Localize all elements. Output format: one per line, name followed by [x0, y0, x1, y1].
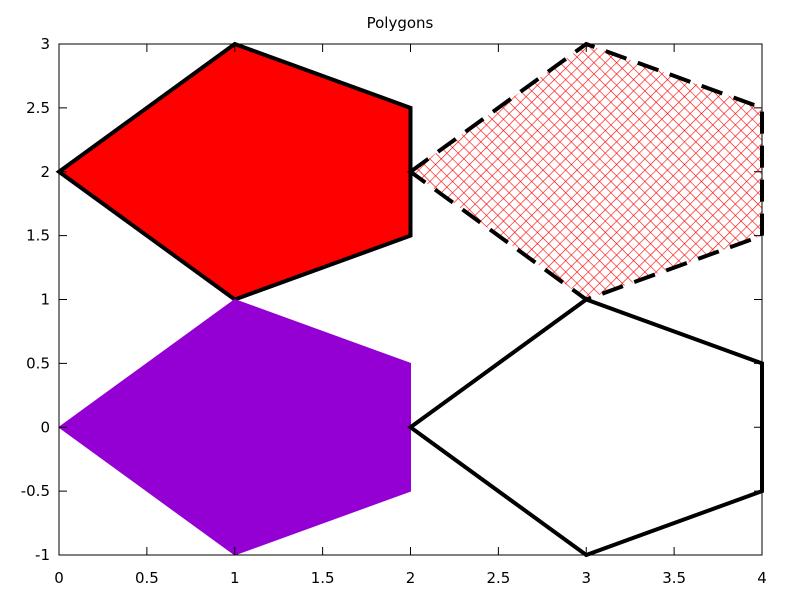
y-tick-label: 1.5 [26, 227, 50, 245]
x-tick-label: 2 [406, 569, 416, 587]
chart-title: Polygons [367, 14, 434, 32]
polygon-red-crosshatch [407, 41, 764, 302]
x-tick-label: 2.5 [486, 569, 510, 587]
x-tick-label: 0.5 [135, 569, 159, 587]
y-tick-label: 2.5 [26, 99, 50, 117]
tick-label-layer: 0 0.5 1 1.5 2 2.5 3 3.5 4 -1 -0.5 0 0.5 1 1.5 2 2.5 3 [21, 35, 767, 587]
x-tick-label: 1 [230, 569, 240, 587]
polygon-red-solid [55, 41, 413, 302]
x-tick-label: 0 [54, 569, 64, 587]
y-tick-label: 0.5 [26, 354, 50, 372]
x-tick-label: 3 [581, 569, 591, 587]
y-tick-label: -1 [35, 546, 50, 564]
x-tick-label: 1.5 [311, 569, 335, 587]
x-tick-label: 3.5 [662, 569, 686, 587]
y-tick-label: 1 [40, 291, 50, 309]
y-tick-label: 2 [40, 163, 50, 181]
x-tick-label: 4 [757, 569, 767, 587]
polygon-outline-only [407, 297, 764, 558]
y-tick-label: -0.5 [21, 482, 50, 500]
y-tick-label: 3 [40, 35, 50, 53]
polygon-purple-solid [58, 298, 411, 556]
polygon-layer [55, 41, 764, 558]
tick-layer [58, 43, 763, 556]
y-tick-label: 0 [40, 418, 50, 436]
